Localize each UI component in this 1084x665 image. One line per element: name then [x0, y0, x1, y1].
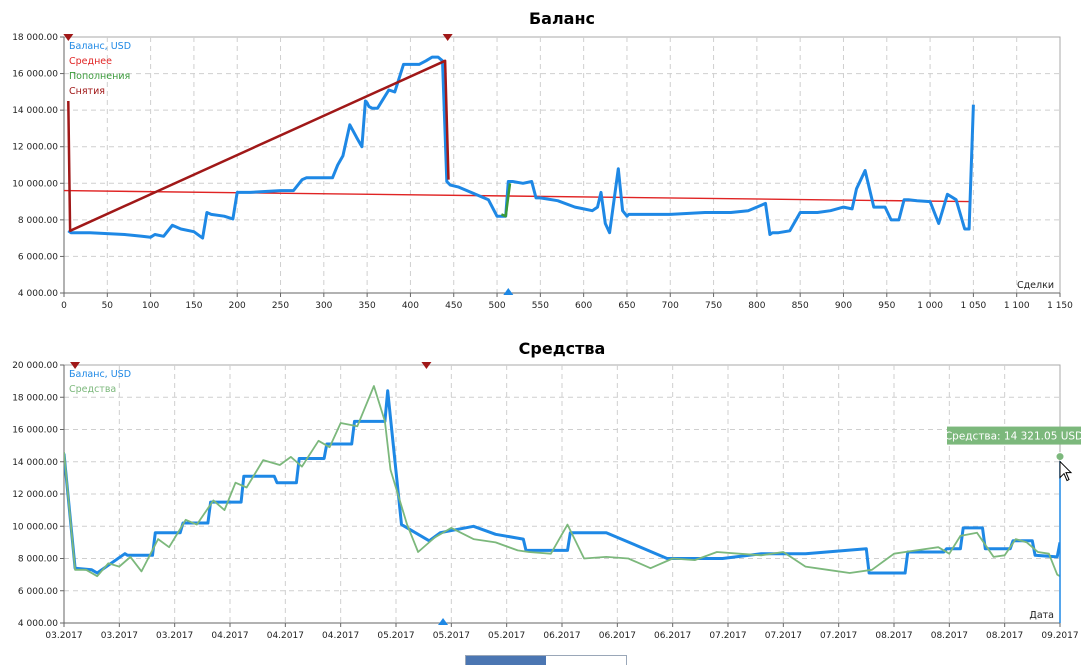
- legend-item: Пополнения: [69, 71, 130, 82]
- deposit-marker: [438, 618, 449, 625]
- x-tick-label: 09.2017: [1041, 631, 1078, 641]
- x-tick-label: 700: [662, 301, 679, 311]
- tooltip-box: [947, 426, 1081, 445]
- x-tick-label: 300: [315, 301, 332, 311]
- mouse-cursor-icon: [1059, 460, 1073, 482]
- y-tick-label: 20 000.00: [12, 361, 58, 371]
- legend-item: Баланс, USD: [69, 41, 131, 52]
- x-tick-label: 650: [618, 301, 635, 311]
- x-tick-label: 08.2017: [875, 631, 912, 641]
- x-tick-label: 400: [402, 301, 419, 311]
- x-tick-label: 900: [835, 301, 852, 311]
- x-tick-label: 05.2017: [377, 631, 414, 641]
- legend-item: Среднее: [69, 56, 112, 67]
- withdrawal-marker: [442, 34, 453, 41]
- y-tick-label: 16 000.00: [12, 426, 58, 436]
- x-tick-label: 100: [142, 301, 159, 311]
- legend-item: Снятия: [69, 86, 105, 97]
- legend-item: Средства: [69, 384, 116, 395]
- x-tick-label: 05.2017: [433, 631, 470, 641]
- y-tick-label: 14 000.00: [12, 106, 58, 116]
- chart-title: Средства: [519, 339, 606, 358]
- x-tick-label: 0: [61, 301, 67, 311]
- series-line-4: [67, 59, 450, 233]
- y-tick-label: 8 000.00: [18, 216, 58, 226]
- tooltip-point: [1055, 452, 1065, 462]
- y-tick-label: 14 000.00: [12, 458, 58, 468]
- series-line-3: [500, 183, 512, 218]
- x-tick-label: 250: [272, 301, 289, 311]
- x-tick-label: 450: [445, 301, 462, 311]
- series-line-1: [67, 55, 975, 240]
- tooltip-text: Средства: 14 321.05 USD: [945, 431, 1083, 443]
- legend-item: Баланс, USD: [69, 369, 131, 380]
- chart-switcher[interactable]: [465, 655, 627, 665]
- chart-title: Баланс: [529, 9, 595, 28]
- y-tick-label: 6 000.00: [18, 252, 58, 262]
- x-tick-label: 03.2017: [156, 631, 193, 641]
- y-tick-label: 12 000.00: [12, 490, 58, 500]
- y-tick-label: 6 000.00: [18, 587, 58, 597]
- x-tick-label: 350: [359, 301, 376, 311]
- x-tick-label: 50: [102, 301, 114, 311]
- x-tick-label: 06.2017: [599, 631, 636, 641]
- x-tick-label: 04.2017: [267, 631, 304, 641]
- deposit-marker: [503, 288, 514, 295]
- x-tick-label: 08.2017: [931, 631, 968, 641]
- x-tick-label: 800: [748, 301, 765, 311]
- x-tick-label: 04.2017: [322, 631, 359, 641]
- x-tick-label: 03.2017: [101, 631, 138, 641]
- x-tick-label: 150: [185, 301, 202, 311]
- x-tick-label: 06.2017: [654, 631, 691, 641]
- x-tick-label: 950: [878, 301, 895, 311]
- x-tick-label: 1 000: [917, 301, 943, 311]
- x-tick-label: 600: [575, 301, 592, 311]
- withdrawal-marker: [421, 362, 432, 369]
- x-tick-label: 07.2017: [765, 631, 802, 641]
- x-tick-label: 1 050: [961, 301, 987, 311]
- x-tick-label: 07.2017: [820, 631, 857, 641]
- series-line-2: [64, 189, 970, 203]
- x-tick-label: 1 150: [1047, 301, 1073, 311]
- withdrawal-marker: [63, 34, 74, 41]
- x-tick-label: 03.2017: [45, 631, 82, 641]
- y-tick-label: 12 000.00: [12, 143, 58, 153]
- y-tick-label: 4 000.00: [18, 289, 58, 299]
- chart-switcher-active[interactable]: [466, 656, 546, 665]
- x-tick-label: 08.2017: [986, 631, 1023, 641]
- series-line-2: [64, 385, 1060, 578]
- x-tick-label: 04.2017: [211, 631, 248, 641]
- x-axis-label: Дата: [1029, 610, 1054, 621]
- x-tick-label: 1 100: [1004, 301, 1030, 311]
- y-tick-label: 16 000.00: [12, 70, 58, 80]
- x-tick-label: 05.2017: [488, 631, 525, 641]
- y-tick-label: 10 000.00: [12, 179, 58, 189]
- y-tick-label: 4 000.00: [18, 619, 58, 629]
- x-tick-label: 500: [488, 301, 505, 311]
- y-tick-label: 8 000.00: [18, 555, 58, 565]
- x-tick-label: 550: [532, 301, 549, 311]
- y-tick-label: 18 000.00: [12, 33, 58, 43]
- x-axis-label: Сделки: [1017, 280, 1054, 291]
- withdrawal-marker: [70, 362, 81, 369]
- y-tick-label: 18 000.00: [12, 393, 58, 403]
- plot-area: [63, 36, 1061, 294]
- x-tick-label: 200: [229, 301, 246, 311]
- x-tick-label: 06.2017: [543, 631, 580, 641]
- x-tick-label: 07.2017: [709, 631, 746, 641]
- x-tick-label: 750: [705, 301, 722, 311]
- x-tick-label: 850: [792, 301, 809, 311]
- y-tick-label: 10 000.00: [12, 522, 58, 532]
